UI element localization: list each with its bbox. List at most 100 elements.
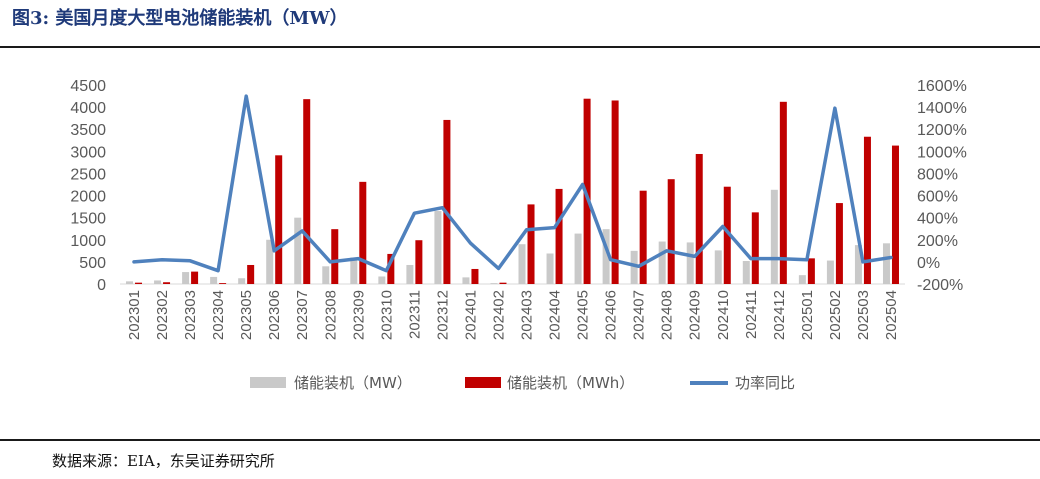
x-tick-label: 202407 — [631, 290, 648, 340]
bar-mw-202312 — [434, 211, 442, 284]
bar-mwh-202407 — [639, 190, 647, 284]
yoy-point-202306 — [272, 249, 276, 253]
yoy-point-202504 — [889, 256, 893, 259]
legend-label-yoy: 功率同比 — [735, 374, 795, 392]
bar-mwh-202309 — [359, 181, 367, 284]
right-axis-tick: 1600% — [917, 78, 967, 95]
x-tick-label: 202403 — [519, 290, 536, 340]
yoy-point-202401 — [469, 241, 472, 245]
bar-mw-202502 — [826, 260, 834, 284]
bar-mw-202409 — [686, 242, 694, 284]
bar-mw-202311 — [406, 264, 414, 284]
bar-mwh-202406 — [611, 100, 619, 284]
x-tick-label: 202311 — [406, 290, 423, 339]
left-axis-tick: 4500 — [70, 78, 106, 95]
yoy-point-202310 — [385, 269, 388, 272]
bar-mwh-202310 — [387, 253, 395, 284]
source-note: 数据来源：EIA，东吴证券研究所 — [52, 452, 275, 470]
bar-mw-202301 — [126, 281, 134, 284]
bar-mwh-202302 — [163, 282, 171, 284]
bar-mw-202504 — [882, 243, 890, 284]
yoy-point-202412 — [777, 257, 781, 260]
left-axis-tick: 3000 — [70, 144, 106, 161]
right-axis-tick: 400% — [917, 211, 958, 228]
bar-mwh-202412 — [779, 101, 787, 284]
x-tick-label: 202401 — [462, 290, 479, 340]
right-axis-tick: 0% — [917, 255, 940, 272]
yoy-point-202302 — [160, 258, 164, 261]
bar-mw-202407 — [630, 250, 638, 284]
bar-mwh-202312 — [443, 119, 451, 285]
x-tick-label: 202409 — [687, 290, 704, 340]
bar-mwh-202304 — [219, 283, 227, 284]
right-axis-tick: 1000% — [917, 144, 967, 161]
bar-mw-202411 — [742, 261, 750, 284]
left-axis-tick: 4000 — [70, 100, 106, 117]
x-tick-label: 202405 — [575, 290, 592, 340]
legend-swatch-mwh — [465, 377, 501, 388]
bar-mwh-202409 — [695, 153, 703, 284]
yoy-point-202501 — [805, 258, 809, 261]
yoy-line — [132, 94, 893, 273]
bar-mwh-202305 — [247, 264, 255, 284]
x-tick-label: 202308 — [322, 290, 339, 340]
bar-mw-202309 — [350, 257, 358, 284]
left-axis-tick: 0 — [97, 277, 106, 294]
yoy-point-202405 — [581, 183, 584, 186]
x-tick-label: 202304 — [210, 290, 227, 340]
figure-title: 图3: 美国月度大型电池储能装机（MW） — [12, 8, 348, 29]
bar-mw-202308 — [322, 266, 330, 284]
x-tick-label: 202402 — [490, 290, 507, 340]
x-tick-label: 202503 — [855, 290, 872, 340]
legend-label-mwh: 储能装机（MWh） — [507, 374, 634, 392]
right-axis-tick: -200% — [917, 277, 963, 294]
x-tick-label: 202303 — [182, 290, 199, 340]
x-tick-label: 202307 — [294, 290, 311, 340]
bar-mwh-202402 — [499, 282, 507, 284]
left-axis: 0 500 1000 1500 2000 2500 3000 3500 4000 4500 — [70, 78, 106, 294]
bar-mwh-202403 — [527, 204, 535, 284]
left-axis-tick: 3500 — [70, 122, 106, 139]
bar-mw-202303 — [182, 272, 190, 284]
x-tick-label: 202305 — [238, 290, 255, 340]
left-axis-tick: 2000 — [70, 189, 106, 206]
x-tick-label: 202410 — [715, 290, 732, 340]
x-tick-label: 202501 — [799, 290, 816, 340]
bar-mw-202408 — [658, 241, 666, 284]
yoy-point-202503 — [861, 260, 865, 264]
yoy-point-202301 — [132, 260, 136, 264]
yoy-point-202308 — [329, 260, 332, 264]
bar-mw-202306 — [266, 239, 274, 284]
bar-mw-202406 — [602, 229, 610, 284]
x-tick-label: 202309 — [350, 290, 367, 340]
yoy-point-202303 — [188, 259, 192, 262]
x-tick-label: 202408 — [659, 290, 676, 340]
left-axis-tick: 1000 — [70, 233, 106, 250]
bar-mwh-202401 — [471, 268, 479, 284]
yoy-point-202311 — [413, 212, 416, 215]
x-axis: 202301 202302 202303 202304 202305 202306 2023… — [126, 290, 900, 340]
bar-mwh-202311 — [415, 240, 423, 284]
left-axis-tick: 2500 — [70, 166, 106, 183]
right-axis-tick: 1200% — [917, 122, 967, 139]
bar-mw-202404 — [546, 253, 554, 284]
bar-mwh-202306 — [275, 155, 283, 284]
x-tick-label: 202301 — [126, 290, 143, 340]
x-tick-label: 202404 — [547, 290, 564, 340]
yoy-point-202304 — [216, 269, 220, 272]
bar-mwh-202503 — [863, 136, 871, 284]
left-axis-tick: 1500 — [70, 211, 106, 228]
yoy-point-202307 — [301, 229, 304, 233]
x-tick-label: 202310 — [378, 290, 395, 340]
x-tick-label: 202502 — [827, 290, 844, 340]
bar-mwh-202301 — [135, 282, 143, 284]
x-tick-label: 202406 — [603, 290, 620, 340]
bar-mw-202412 — [770, 189, 778, 284]
yoy-point-202408 — [665, 249, 668, 253]
bar-mwh-202410 — [723, 186, 731, 284]
bar-mwh-202411 — [751, 212, 759, 284]
bar-mw-202403 — [518, 244, 526, 284]
legend-swatch-mw — [250, 377, 286, 388]
bar-mw-202410 — [714, 250, 722, 284]
